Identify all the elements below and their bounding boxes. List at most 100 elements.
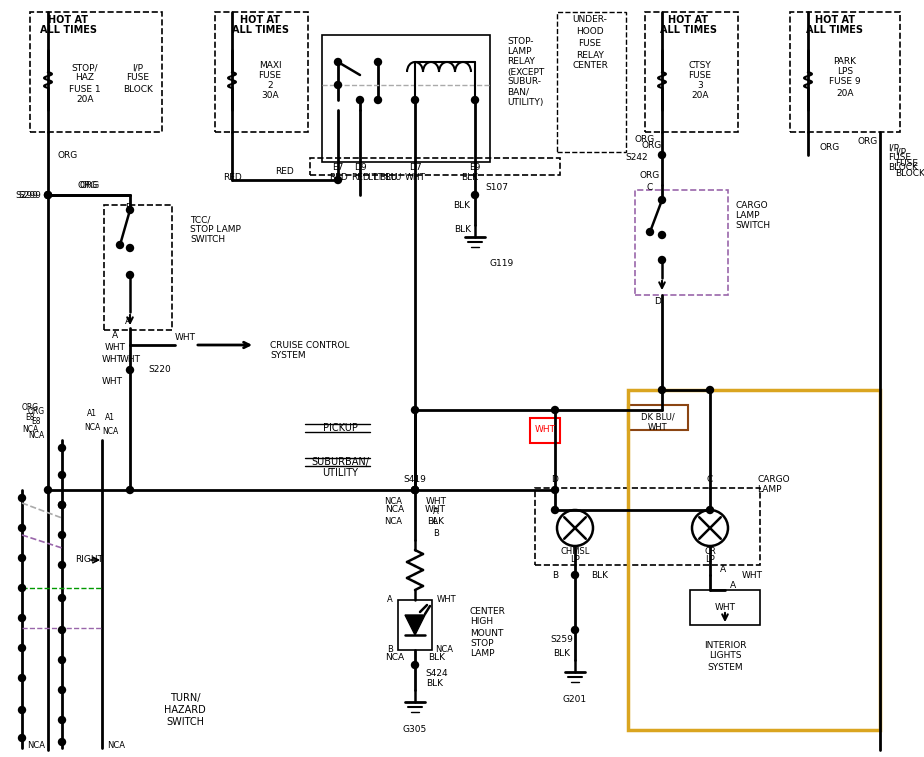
Circle shape [58, 501, 66, 509]
Text: LT BLU: LT BLU [374, 173, 402, 182]
Bar [530, 418, 560, 443]
Text: SWITCH: SWITCH [735, 220, 770, 229]
Text: S424: S424 [425, 668, 447, 678]
Text: TCC/: TCC/ [190, 216, 211, 225]
Text: NCA: NCA [435, 646, 453, 655]
Text: S299: S299 [18, 191, 42, 200]
Text: CENTER: CENTER [572, 61, 608, 70]
Text: FUSE: FUSE [888, 154, 911, 163]
Circle shape [18, 584, 26, 591]
Text: ALL TIMES: ALL TIMES [40, 25, 96, 35]
Text: D7: D7 [408, 164, 421, 173]
Text: RELAY: RELAY [507, 58, 535, 67]
Text: ORG: ORG [58, 151, 79, 160]
Text: SWITCH: SWITCH [190, 235, 225, 245]
Text: CHMSL: CHMSL [560, 547, 590, 556]
Text: HAZARD: HAZARD [164, 705, 206, 715]
Circle shape [411, 662, 419, 668]
Text: BLOCK: BLOCK [888, 164, 918, 173]
Circle shape [334, 82, 342, 89]
Text: WHT: WHT [437, 596, 456, 605]
Text: G201: G201 [563, 696, 587, 705]
Bar [557, 12, 626, 152]
Circle shape [127, 245, 133, 251]
Circle shape [707, 506, 713, 513]
Text: CTSY: CTSY [688, 61, 711, 70]
Text: BLK: BLK [455, 226, 471, 235]
Text: RIGHT: RIGHT [75, 556, 103, 565]
Circle shape [58, 562, 66, 569]
Text: HAZ: HAZ [76, 73, 94, 83]
Text: LPS: LPS [837, 67, 853, 76]
Text: NCA: NCA [384, 497, 402, 506]
Circle shape [411, 487, 419, 494]
Text: D9: D9 [354, 164, 366, 173]
Text: S242: S242 [626, 152, 648, 161]
Text: WHT: WHT [649, 422, 668, 431]
Text: FUSE: FUSE [895, 158, 918, 167]
Circle shape [411, 487, 419, 494]
Text: 3: 3 [697, 80, 703, 89]
Text: FUSE: FUSE [127, 73, 150, 83]
Text: RED: RED [329, 173, 347, 182]
Text: CENTER: CENTER [470, 608, 505, 616]
Bar [635, 190, 728, 295]
Text: HOT AT: HOT AT [815, 15, 855, 25]
Text: ALL TIMES: ALL TIMES [232, 25, 288, 35]
Text: WHT: WHT [425, 497, 446, 506]
Text: BLK: BLK [454, 201, 470, 210]
Text: WHT: WHT [102, 356, 123, 365]
Circle shape [18, 494, 26, 501]
Circle shape [647, 229, 653, 235]
Text: UTILITY): UTILITY) [507, 98, 543, 107]
Text: A1: A1 [105, 413, 115, 422]
Text: BLK: BLK [591, 571, 609, 580]
Text: UNDER-: UNDER- [573, 15, 607, 24]
Bar [215, 12, 308, 132]
Text: HOT AT: HOT AT [48, 15, 88, 25]
Text: 2: 2 [267, 80, 273, 89]
Text: CRUISE CONTROL: CRUISE CONTROL [270, 341, 349, 350]
Text: C: C [707, 475, 713, 484]
Text: S259: S259 [551, 635, 574, 644]
Text: TURN/: TURN/ [170, 693, 201, 703]
Text: NCA: NCA [27, 740, 45, 749]
Circle shape [659, 151, 665, 158]
Circle shape [58, 472, 66, 478]
Text: BLOCK: BLOCK [895, 170, 924, 179]
Text: LP: LP [570, 556, 580, 565]
Text: C: C [647, 182, 653, 192]
Text: ALL TIMES: ALL TIMES [807, 25, 864, 35]
Text: WHT: WHT [175, 332, 196, 341]
Circle shape [58, 739, 66, 746]
Circle shape [374, 58, 382, 66]
Circle shape [58, 656, 66, 663]
Text: SYSTEM: SYSTEM [707, 662, 743, 671]
Circle shape [44, 487, 52, 494]
Text: (EXCEPT: (EXCEPT [507, 67, 544, 76]
Text: WHT: WHT [534, 425, 555, 435]
Text: CR: CR [704, 547, 716, 556]
Text: BLK: BLK [461, 173, 479, 182]
Text: INTERIOR: INTERIOR [704, 640, 747, 650]
Text: RELAY: RELAY [576, 51, 604, 60]
Text: NCA: NCA [385, 653, 405, 662]
Text: S220: S220 [148, 366, 171, 375]
Text: ORG: ORG [21, 403, 39, 412]
Circle shape [707, 387, 713, 394]
Text: ORG: ORG [78, 180, 98, 189]
Circle shape [411, 96, 419, 104]
Circle shape [357, 96, 363, 104]
Circle shape [58, 531, 66, 538]
Text: A: A [432, 518, 438, 527]
Text: 20A: 20A [77, 95, 93, 104]
Text: B: B [552, 571, 558, 580]
Bar [645, 12, 738, 132]
Circle shape [127, 207, 133, 213]
Text: ALL TIMES: ALL TIMES [660, 25, 716, 35]
Text: NCA: NCA [384, 518, 402, 527]
Bar [322, 35, 490, 162]
Bar [790, 12, 900, 132]
Text: I/P: I/P [895, 148, 906, 157]
Text: BLK: BLK [426, 678, 443, 687]
